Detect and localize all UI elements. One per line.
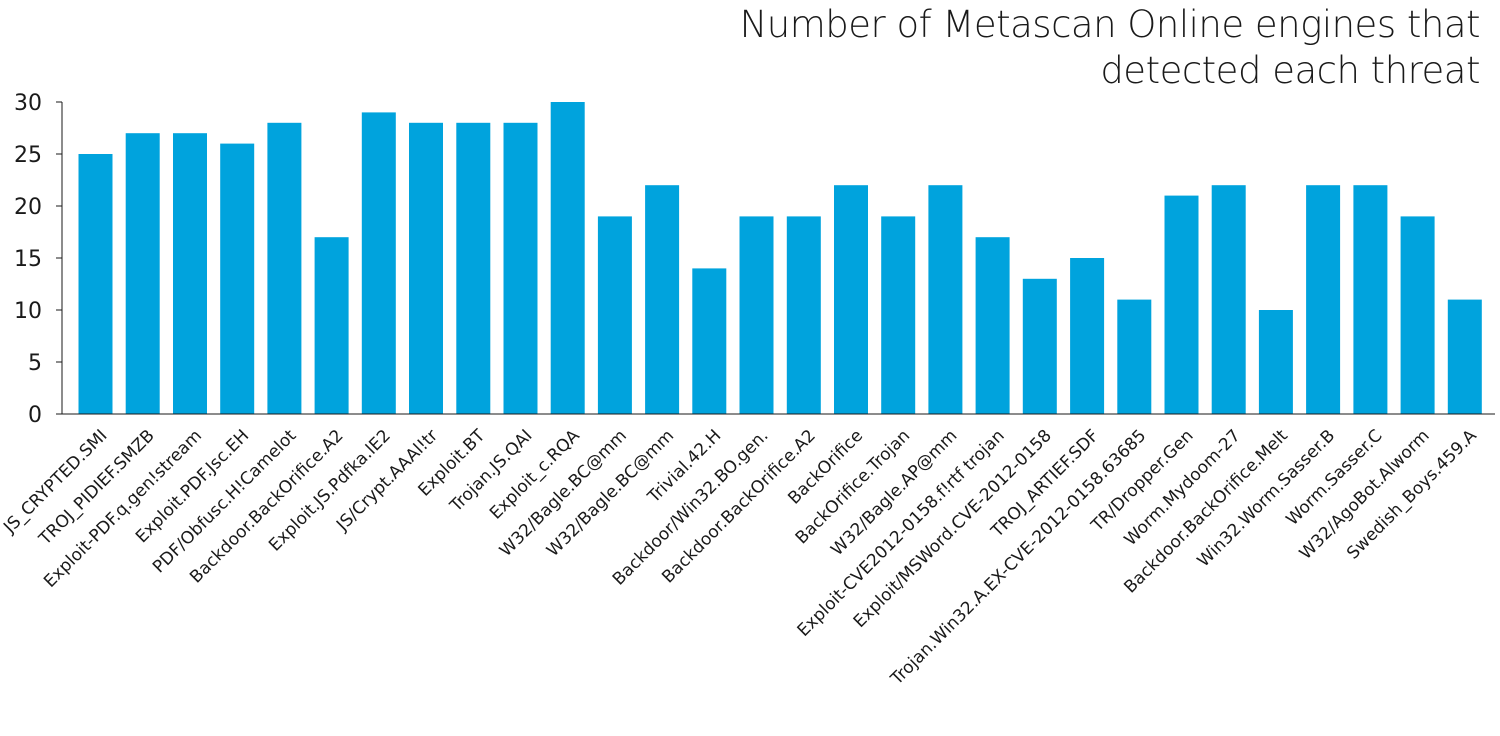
- bar-6: [361, 112, 396, 415]
- bar-23: [1164, 195, 1199, 414]
- y-tick-labels: 0 5 10 15 20 25 30: [14, 91, 42, 428]
- bar-4: [267, 122, 302, 415]
- bar-26: [1306, 185, 1341, 414]
- bar-0: [78, 154, 113, 414]
- y-tick-label: 20: [14, 195, 42, 220]
- chart-title: Number of Metascan Online engines that d…: [739, 3, 1481, 92]
- bar-3: [220, 143, 255, 414]
- bar-8: [456, 122, 491, 415]
- bar-22: [1117, 299, 1152, 414]
- bar-19: [975, 237, 1010, 414]
- bar-2: [173, 133, 207, 414]
- x-tick-labels: JS_CRYPTED.SMITROJ_PIDIEF.SMZBExploit-PD…: [0, 425, 1481, 689]
- bar-7: [409, 122, 443, 415]
- bar-17: [881, 216, 916, 414]
- bar-21: [1070, 258, 1105, 414]
- y-tick-label: 15: [14, 247, 42, 272]
- bar-29: [1447, 299, 1482, 414]
- bar-10: [550, 102, 585, 414]
- bar-13: [692, 268, 727, 414]
- y-tick-label: 30: [14, 91, 42, 116]
- bar-16: [834, 185, 868, 414]
- bar-25: [1258, 310, 1293, 414]
- bar-15: [786, 216, 821, 414]
- y-tick-label: 25: [14, 143, 42, 168]
- bar-24: [1211, 185, 1246, 414]
- bar-9: [503, 122, 538, 415]
- bars-layer: [78, 102, 1482, 415]
- y-tick-label: 0: [28, 403, 42, 428]
- bar-12: [645, 185, 680, 414]
- bar-28: [1400, 216, 1435, 414]
- bar-5: [314, 237, 349, 414]
- bar-27: [1353, 185, 1388, 414]
- y-tick-label: 10: [14, 299, 42, 324]
- bar-20: [1022, 278, 1057, 414]
- bar-11: [597, 216, 632, 414]
- bar-14: [739, 216, 774, 414]
- axis-layer: [56, 101, 1495, 415]
- bar-1: [125, 133, 160, 414]
- bar-18: [928, 185, 963, 414]
- y-tick-label: 5: [28, 351, 42, 376]
